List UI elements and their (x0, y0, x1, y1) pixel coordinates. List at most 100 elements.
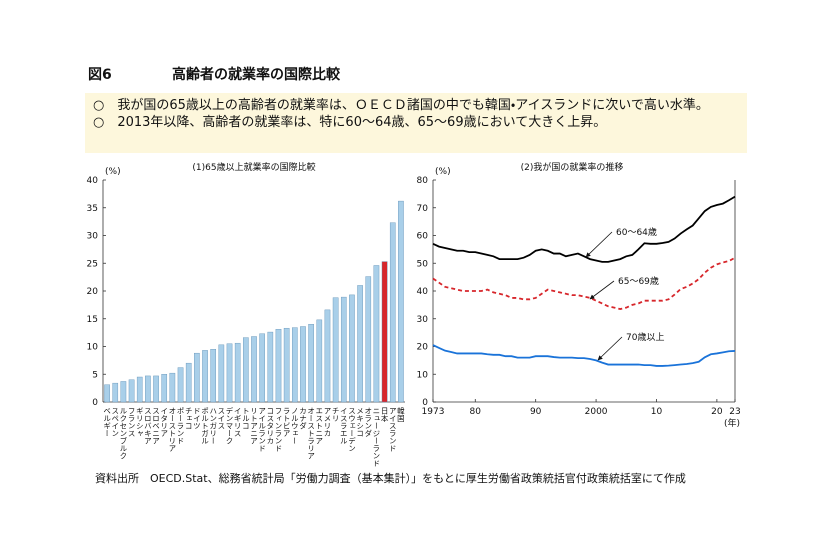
y-tick-label: 30 (417, 315, 429, 325)
x-tick-label: ポーランド (176, 407, 185, 445)
x-tick-label: デンマーク (225, 406, 234, 445)
x-tick-label: 23 (729, 407, 740, 417)
y-tick-label: 30 (87, 232, 99, 242)
x-tick-label: イタリア (160, 407, 169, 437)
x-tick-label: 2000 (585, 407, 608, 417)
bar (275, 329, 282, 403)
bar (251, 336, 257, 403)
y-tick-label: 0 (92, 398, 98, 408)
x-tick-label: カナダ (298, 407, 307, 430)
bar (389, 222, 396, 403)
bar (194, 352, 200, 403)
bullet: ○ 我が国の65歳以上の高齢者の就業率は、ＯＥＣＤ諸国の中でも韓国・アイスランド… (93, 98, 709, 113)
x-tick-label: チリ (331, 407, 340, 422)
x-tick-label: オランダ (364, 407, 373, 438)
x-tick-label: ギリシャ (135, 407, 144, 437)
bar (218, 344, 225, 403)
bar (210, 349, 217, 403)
bar (243, 337, 249, 403)
bar (357, 285, 363, 403)
bar (145, 375, 151, 403)
x-tick-label: スウェーデン (347, 407, 356, 452)
x-tick-label: ルクセンブルク (119, 407, 128, 460)
bar (381, 261, 388, 403)
source-note: 資料出所 OECD.Stat、総務省統計局「労働力調査（基本集計）」をもとに厚生… (95, 472, 686, 485)
figure-label: 図6 (88, 67, 112, 83)
x-tick-label: チェコ (184, 407, 193, 430)
bar (349, 294, 355, 403)
x-tick-label: ハンガリー (209, 407, 218, 445)
y-tick-label: 60 (417, 232, 429, 242)
bar (177, 367, 184, 403)
bar (308, 324, 314, 403)
x-tick-label: コスタリカ (266, 407, 275, 445)
figure-title: 高齢者の就業率の国際比較 (172, 67, 340, 83)
bar (128, 379, 135, 403)
bar (373, 265, 380, 403)
x-tick-label: ドイツ (192, 407, 201, 430)
x-tick-label: 80 (470, 407, 482, 417)
x-tick-label: フランス (127, 407, 136, 437)
series-label: 70歳以上 (626, 331, 664, 343)
line-series (432, 344, 736, 367)
y-tick-label: 80 (417, 176, 429, 186)
x-tick-label: ラトビア (282, 407, 291, 438)
bar (398, 200, 404, 403)
x-tick-label: 日本 (380, 407, 389, 424)
x-axis-label: (年) (724, 417, 740, 429)
bullet: ○ 2013年以降、高齢者の就業率は、特に60～64歳、65～69歳において大き… (93, 115, 607, 130)
x-tick-label: 10 (651, 407, 663, 417)
x-tick-label: ニュージーランド (372, 407, 381, 467)
y-tick-label: 20 (87, 287, 99, 297)
bar (259, 333, 265, 403)
x-tick-label: イスラエル (339, 407, 348, 445)
bar (120, 381, 127, 403)
bar (365, 276, 372, 403)
y-axis-label: (%) (435, 167, 451, 177)
y-tick-label: 70 (417, 204, 429, 214)
x-tick-label: スペイン (111, 407, 120, 437)
bar (267, 331, 274, 403)
label-arrow (589, 280, 615, 300)
x-tick-label: アメリカ (323, 407, 332, 438)
y-tick-label: 0 (422, 398, 428, 408)
bar (185, 362, 192, 403)
x-tick-label: ノルウェー (290, 407, 299, 445)
bar (300, 326, 306, 403)
y-tick-label: 15 (87, 315, 98, 325)
label-arrow (585, 231, 613, 258)
x-tick-label: エストニア (315, 407, 324, 445)
x-tick-label: イギリス (233, 407, 242, 437)
y-tick-label: 25 (87, 259, 98, 269)
series-label: 65～69歳 (618, 275, 659, 287)
x-tick-label: フィンランド (274, 407, 283, 452)
y-tick-label: 50 (417, 259, 429, 269)
x-tick-label: ベルギー (102, 407, 111, 437)
bar (161, 374, 168, 403)
line-series (432, 256, 736, 310)
x-tick-label: スロバキア (143, 407, 152, 445)
y-tick-label: 35 (87, 204, 98, 214)
bar (234, 342, 241, 403)
x-tick-label: アイルランド (257, 407, 266, 452)
chart-title: (1)65歳以上就業率の国際比較 (192, 161, 315, 173)
x-tick-label: 韓国 (396, 406, 405, 424)
label-arrow (597, 336, 623, 361)
bar (112, 382, 119, 403)
line-series (432, 195, 736, 263)
x-tick-label: メキシコ (356, 407, 365, 437)
x-tick-label: 20 (711, 407, 723, 417)
y-tick-label: 40 (417, 287, 429, 297)
bar (332, 297, 339, 403)
summary-box: ○ 我が国の65歳以上の高齢者の就業率は、ＯＥＣＤ諸国の中でも韓国・アイスランド… (85, 93, 747, 153)
bar (202, 350, 208, 403)
x-tick-label: ポルトガル (200, 407, 209, 445)
chart-title: (2)我が国の就業率の推移 (521, 161, 624, 173)
x-tick-label: オーストラリア (307, 407, 316, 460)
x-tick-label: オーストリア (168, 407, 177, 453)
series-label: 60～64歳 (616, 226, 657, 238)
y-axis-label: (%) (105, 167, 121, 177)
x-tick-label: 90 (530, 407, 542, 417)
